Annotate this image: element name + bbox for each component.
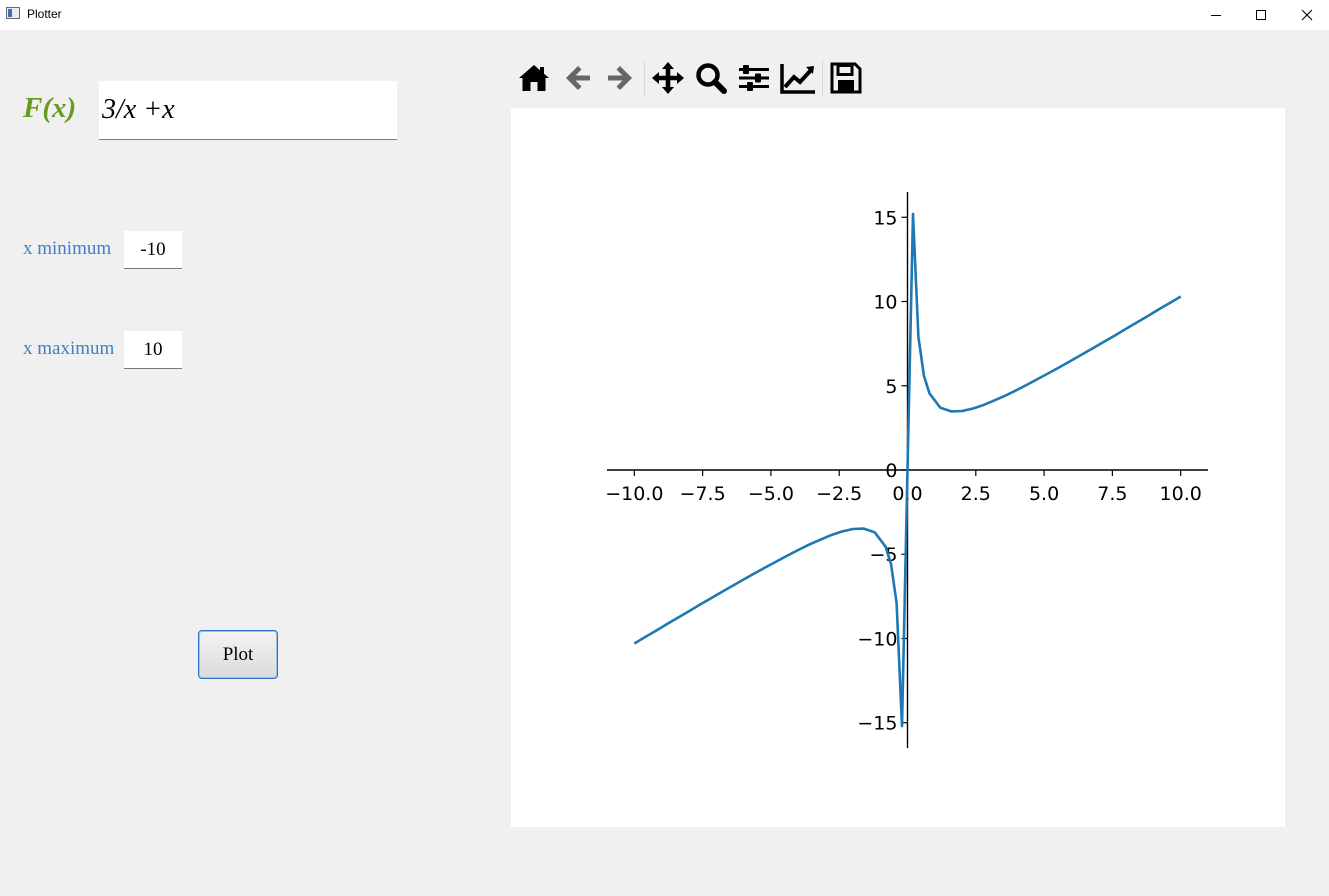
title-bar: Plotter (0, 0, 1329, 30)
minimize-icon (1211, 15, 1221, 16)
x-maximum-input[interactable] (124, 331, 182, 369)
x-minimum-input[interactable] (124, 231, 182, 269)
pan-button[interactable] (648, 56, 688, 100)
x-tick-label: −5.0 (748, 483, 794, 505)
toolbar-separator (822, 60, 823, 96)
x-tick-label: 10.0 (1160, 483, 1202, 505)
close-icon (1301, 9, 1313, 21)
window-title: Plotter (27, 7, 62, 21)
maximize-icon (1256, 10, 1266, 20)
function-chart: −10.0 −7.5 −5.0 −2.5 0.0 2.5 5.0 7.5 10.0−15−10−… (605, 192, 1208, 748)
close-button[interactable] (1284, 0, 1329, 30)
configure-subplots-button[interactable] (734, 56, 774, 100)
forward-button[interactable] (600, 56, 640, 100)
save-button[interactable] (826, 56, 866, 100)
y-tick-label: 5 (885, 376, 897, 398)
x-tick-label: 2.5 (961, 483, 991, 505)
save-icon (830, 62, 862, 94)
y-tick-label: 10 (873, 292, 897, 314)
minimize-button[interactable] (1193, 0, 1239, 30)
plot-button[interactable]: Plot (198, 630, 278, 679)
plot-canvas[interactable]: −10.0 −7.5 −5.0 −2.5 0.0 2.5 5.0 7.5 10.0 −15 −10−… (511, 108, 1285, 827)
x-tick-label: −10.0 (605, 483, 663, 505)
function-line (633, 212, 1182, 728)
y-tick-label: 0 (885, 460, 897, 482)
x-maximum-label: x maximum (23, 338, 115, 359)
x-minimum-label: x minimum (23, 238, 112, 259)
back-button[interactable] (558, 56, 598, 100)
x-tick-label: 7.5 (1097, 483, 1127, 505)
x-tick-label: −7.5 (680, 483, 726, 505)
x-tick-label: −2.5 (816, 483, 862, 505)
x-tick-label: 5.0 (1029, 483, 1059, 505)
subplots-config-icon (739, 65, 769, 91)
y-tick-label: −5 (869, 544, 897, 566)
home-icon (519, 65, 549, 91)
back-arrow-icon (566, 66, 590, 90)
edit-axes-button[interactable] (778, 56, 818, 100)
pan-icon (652, 62, 684, 94)
plot-toolbar (513, 56, 873, 100)
y-tick-label: −10 (857, 628, 897, 650)
home-button[interactable] (514, 56, 554, 100)
function-label: F(x) (23, 92, 77, 124)
edit-axes-icon (780, 64, 815, 94)
zoom-icon (696, 63, 727, 94)
y-tick-label: −15 (857, 713, 897, 735)
app-icon (6, 7, 20, 19)
function-input[interactable] (99, 81, 397, 140)
maximize-button[interactable] (1238, 0, 1284, 30)
forward-arrow-icon (608, 66, 632, 90)
zoom-button[interactable] (691, 56, 731, 100)
toolbar-separator (644, 60, 645, 96)
y-tick-label: 15 (873, 207, 897, 229)
